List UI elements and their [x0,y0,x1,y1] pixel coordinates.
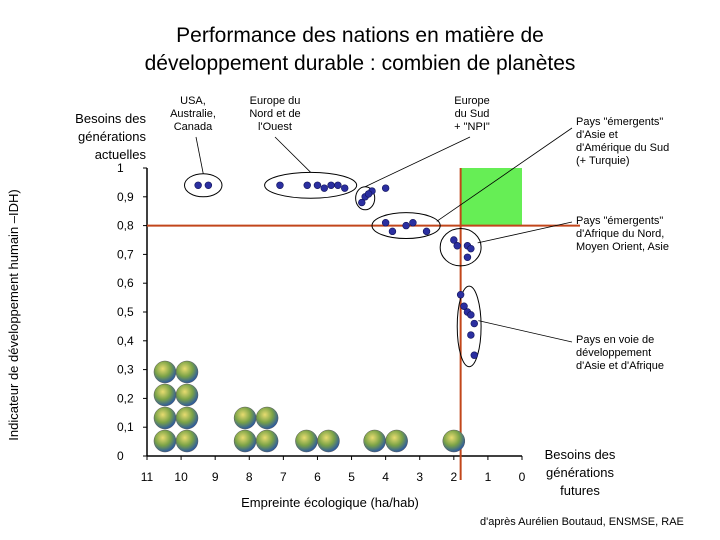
group-leader-line [365,136,471,188]
x-tick-label: 0 [519,470,526,484]
planet-icon [175,383,199,407]
planet-icon [175,406,199,430]
data-point [194,181,202,189]
y-tick-label: 0,6 [117,276,134,290]
planet-icon [255,429,279,453]
group-ellipse [371,212,441,240]
x-tick-label: 8 [246,470,253,484]
chart-title-line1: Performance des nations en matière de [176,24,544,47]
planet-icon [442,429,466,453]
y-axis-label: Indicateur de développement humain –IDH) [6,189,21,441]
group-leader-line [436,127,573,222]
planet-icon [317,429,340,453]
data-point [276,181,284,189]
data-point [460,302,468,310]
data-point [358,198,366,207]
y-tick-label: 1 [117,161,124,175]
group-label-europe-south: Europe du Sud + "NPI" [454,95,490,133]
y-tick-label: 0,1 [117,420,134,434]
credit-text: d'après Aurélien Boutaud, ENSMSE, RAE [480,516,684,528]
data-point [456,291,465,299]
group-leader-line [478,320,573,343]
current-generations-label: Besoins des générations actuelles [75,111,146,162]
chart-title-line2: développement durable : combien de planè… [144,52,576,75]
data-point [381,184,390,192]
planet-icon [175,429,199,453]
data-point [422,227,431,236]
planet-icon [385,429,408,453]
planet-icon [153,429,177,453]
y-tick-label: 0,2 [117,391,134,405]
data-point [453,242,461,250]
data-point [303,181,311,189]
y-tick-label: 0,9 [117,190,134,204]
planet-icon [233,406,257,430]
x-tick-label: 1 [485,470,492,484]
data-point [470,319,478,328]
data-point [313,181,322,189]
x-tick-label: 5 [348,470,355,484]
group-label-developing-countries: Pays en voie de développement d'Asie et … [576,334,664,372]
x-tick-label: 2 [450,470,457,484]
x-tick-label: 7 [280,470,287,484]
group-ellipse [456,285,482,368]
y-tick-label: 0 [117,449,124,463]
y-tick-label: 0,7 [117,247,134,261]
planet-icon [255,406,279,430]
data-point [470,351,478,359]
data-point [320,184,328,192]
group-label-usa: USA, Australie, Canada [170,95,216,133]
planet-icon [153,360,177,384]
x-tick-label: 10 [174,470,188,484]
x-tick-label: 11 [141,470,154,484]
data-point [402,221,410,230]
planet-icon [295,429,318,453]
data-point [334,181,342,189]
group-ellipse [439,227,482,267]
group-label-emerging-africa-middle-east: Pays "émergents" d'Afrique du Nord, Moye… [576,215,669,253]
planet-icon [233,429,257,453]
data-point [450,236,458,244]
data-point [364,190,373,198]
data-point [467,331,475,339]
sustainable-zone [460,168,522,226]
y-tick-label: 0,4 [117,334,134,348]
data-point [388,227,397,236]
x-axis-label: Empreinte écologique (ha/hab) [241,495,419,510]
y-tick-label: 0,5 [117,305,134,319]
data-point [381,219,390,227]
data-point [204,181,213,189]
x-tick-label: 4 [382,470,389,484]
group-leader-line [274,136,311,173]
data-point [463,253,472,261]
group-label-europe-north-west: Europe du Nord et de l'Ouest [249,95,301,133]
planet-icon [153,406,177,430]
data-point [341,184,349,192]
group-label-emerging-asia-south-america: Pays "émergents" d'Asie et d'Amérique du… [576,116,670,167]
x-tick-label: 6 [314,470,321,484]
planet-icon [363,429,386,453]
group-leader-line [477,221,573,244]
planet-icon [175,360,199,384]
data-point [467,244,475,253]
data-point [327,181,335,189]
group-leader-line [195,136,204,174]
y-tick-label: 0,3 [117,363,134,377]
x-tick-label: 9 [212,470,219,484]
x-tick-label: 3 [416,470,423,484]
data-point [467,311,475,319]
data-point [409,219,417,227]
y-tick-label: 0,8 [117,219,134,233]
planet-icon [153,383,177,407]
future-generations-label: Besoins des générations futures [544,447,616,498]
group-ellipse [184,173,223,198]
